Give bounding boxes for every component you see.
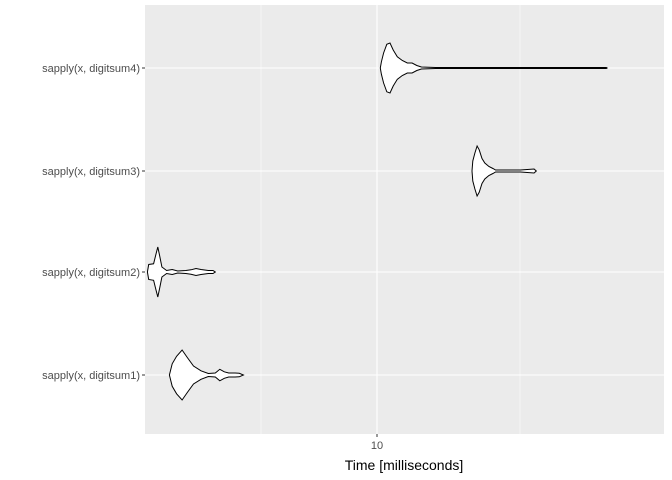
violin-sapply-x-digitsum3 [471, 144, 538, 198]
x-tick-label: 10 [371, 440, 383, 452]
y-tick-label: sapply(x, digitsum4) [42, 63, 140, 75]
y-axis: sapply(x, digitsum1) sapply(x, digitsum2)… [42, 63, 145, 382]
y-tick-label: sapply(x, digitsum2) [42, 267, 140, 279]
x-axis-title: Time [milliseconds] [345, 457, 464, 473]
x-axis: 10 [371, 434, 383, 452]
plot-panel [145, 5, 664, 434]
y-tick-label: sapply(x, digitsum1) [42, 370, 140, 382]
violins [146, 42, 609, 401]
violin-sapply-x-digitsum2 [146, 246, 217, 298]
violin-sapply-x-digitsum4 [379, 42, 609, 94]
y-tick-label: sapply(x, digitsum3) [42, 166, 140, 178]
violin-sapply-x-digitsum1 [168, 349, 245, 401]
